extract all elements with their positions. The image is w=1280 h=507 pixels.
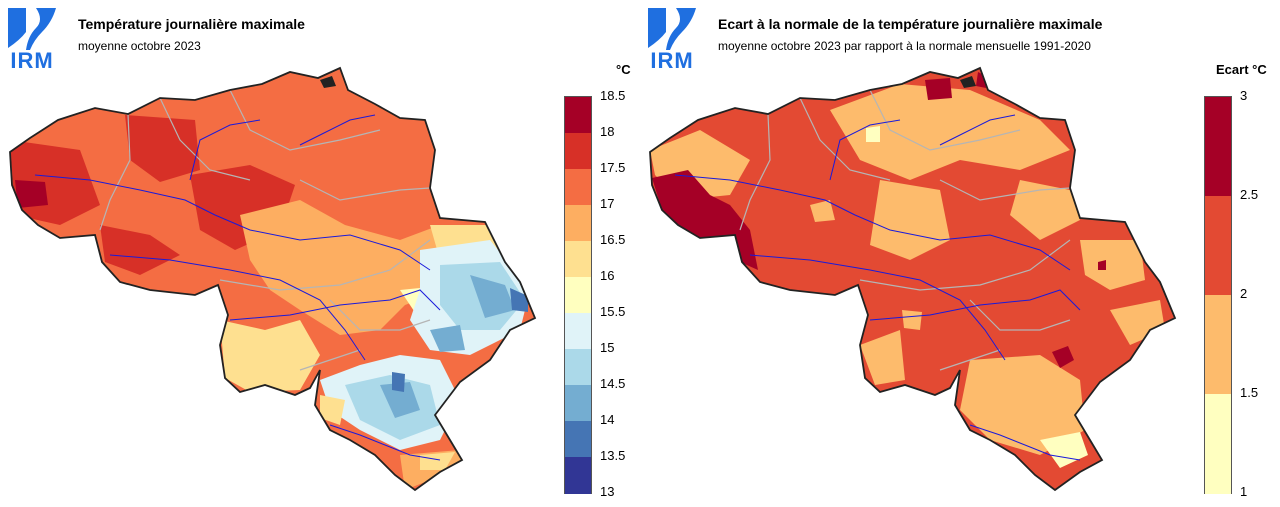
- legend-tick-label: 13: [600, 484, 615, 499]
- legend-tick-label: 14.5: [600, 376, 626, 391]
- left-panel: IRM Température journalière maximale moy…: [6, 6, 631, 499]
- legend-tick-label: 2: [1240, 286, 1248, 301]
- legend-tick-label: 13.5: [600, 448, 626, 463]
- irm-logo-right: IRM: [646, 6, 698, 73]
- legend-color-step: [565, 169, 591, 206]
- legend-tick-label: 15: [600, 340, 615, 355]
- legend-color-step: [565, 97, 591, 134]
- legend-color-step: [565, 241, 591, 278]
- legend-color-step: [565, 385, 591, 422]
- legend-color-step: [565, 349, 591, 386]
- legend-color-step: [1205, 97, 1231, 197]
- left-color-legend: [564, 96, 592, 494]
- legend-color-step: [565, 421, 591, 458]
- legend-color-step: [565, 457, 591, 494]
- legend-tick-label: 1.5: [1240, 385, 1259, 400]
- right-color-legend: [1204, 96, 1232, 494]
- legend-tick-label: 18: [600, 124, 615, 139]
- logo-text-right: IRM: [650, 48, 694, 73]
- right-panel: IRM Ecart à la normale de la température…: [640, 0, 1280, 507]
- right-map-subtitle: moyenne octobre 2023 par rapport à la no…: [718, 39, 1091, 53]
- legend-color-step: [565, 205, 591, 242]
- right-anomaly-map: [649, 66, 1177, 492]
- legend-tick-label: 17.5: [600, 160, 626, 175]
- legend-tick-label: 17: [600, 196, 615, 211]
- legend-color-step: [1205, 196, 1231, 296]
- left-temperature-map: [9, 66, 537, 492]
- left-map-title: Température journalière maximale: [78, 16, 305, 32]
- left-legend-unit: °C: [616, 62, 631, 77]
- legend-color-step: [1205, 394, 1231, 494]
- legend-tick-label: 16.5: [600, 232, 626, 247]
- legend-color-step: [565, 313, 591, 350]
- right-map-title: Ecart à la normale de la température jou…: [718, 16, 1103, 32]
- logo-text: IRM: [10, 48, 54, 73]
- legend-tick-label: 16: [600, 268, 615, 283]
- left-map-subtitle: moyenne octobre 2023: [78, 39, 201, 53]
- irm-logo: IRM: [6, 6, 58, 73]
- legend-tick-label: 18.5: [600, 88, 626, 103]
- legend-color-step: [1205, 295, 1231, 395]
- legend-tick-label: 1: [1240, 484, 1248, 499]
- legend-tick-label: 15.5: [600, 304, 626, 319]
- legend-tick-label: 2.5: [1240, 187, 1259, 202]
- right-legend-unit: Ecart °C: [1216, 62, 1267, 77]
- legend-tick-label: 14: [600, 412, 615, 427]
- legend-tick-label: 3: [1240, 88, 1248, 103]
- legend-color-step: [565, 277, 591, 314]
- legend-color-step: [565, 133, 591, 170]
